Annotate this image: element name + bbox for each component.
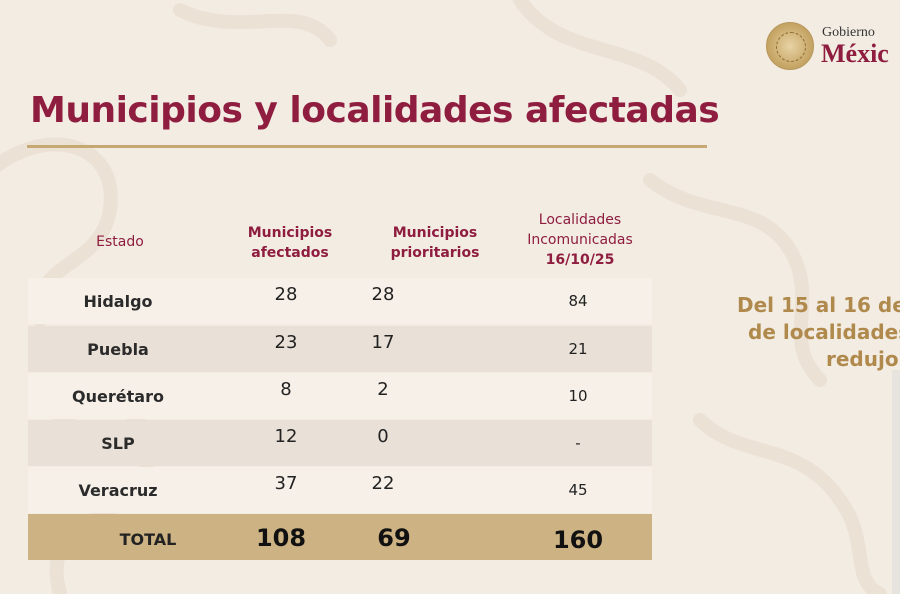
table-row: Veracruz 37 22 45	[28, 467, 652, 513]
total-municipios-afectados: 108	[255, 524, 307, 552]
column-header-municipios-prioritarios: Municipios prioritarios	[390, 225, 480, 261]
cell-municipios-prioritarios: 0	[377, 426, 389, 447]
side-note-line-1: Del 15 al 16 de	[737, 293, 900, 317]
cell-municipios-afectados: 37	[274, 473, 298, 494]
logo-mexico-text: Méxic	[821, 39, 889, 68]
table-row: Querétaro 8 2 10	[28, 373, 652, 419]
cell-estado: Hidalgo	[83, 292, 153, 311]
cell-estado: Veracruz	[78, 481, 158, 500]
adjacent-panel-edge	[892, 370, 900, 594]
cell-municipios-afectados: 23	[274, 332, 298, 353]
cell-localidades: 84	[568, 292, 588, 310]
side-note-line-3: redujo	[826, 347, 899, 371]
cell-localidades: 21	[568, 340, 588, 358]
total-municipios-prioritarios: 69	[377, 524, 411, 552]
cell-estado: SLP	[101, 434, 135, 453]
table-row: SLP 12 0 -	[28, 420, 652, 466]
cell-municipios-afectados: 12	[274, 426, 298, 447]
cell-estado: Querétaro	[72, 387, 164, 406]
cell-estado: Puebla	[87, 340, 149, 359]
total-label: TOTAL	[119, 530, 177, 549]
cell-municipios-prioritarios: 2	[377, 379, 389, 400]
total-localidades: 160	[552, 526, 604, 554]
table-row: Puebla 23 17 21	[28, 326, 652, 372]
cell-municipios-prioritarios: 22	[371, 473, 395, 494]
total-row: TOTAL 108 69 160	[28, 514, 652, 560]
title-underline	[27, 145, 707, 148]
column-header-estado: Estado	[96, 234, 144, 250]
national-seal-icon	[766, 22, 814, 70]
side-note-line-2: de localidades	[748, 320, 900, 344]
cell-localidades: 45	[568, 481, 588, 499]
cell-localidades: 10	[568, 387, 588, 405]
cell-localidades: -	[575, 434, 581, 452]
page-title: Municipios y localidades afectadas	[30, 90, 720, 131]
cell-municipios-prioritarios: 17	[371, 332, 395, 353]
cell-municipios-afectados: 8	[280, 379, 292, 400]
cell-municipios-prioritarios: 28	[371, 284, 395, 305]
logo-gobierno-text: Gobierno	[822, 25, 875, 40]
column-header-localidades: Localidades Incomunicadas 16/10/25	[527, 212, 633, 268]
cell-municipios-afectados: 28	[274, 284, 298, 305]
table-row: Hidalgo 28 28 84	[28, 278, 652, 324]
gobierno-mexico-logo: Gobierno Méxic	[766, 22, 900, 74]
column-header-municipios-afectados: Municipios afectados	[247, 225, 333, 261]
